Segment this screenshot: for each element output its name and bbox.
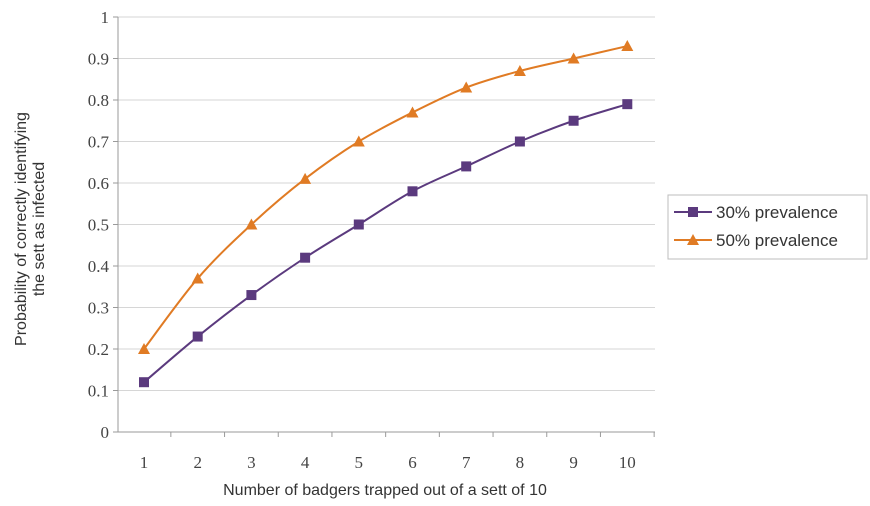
series-line [143,45,628,350]
data-point [514,136,525,147]
data-point [567,52,580,64]
legend-swatch-marker [688,207,698,217]
legend-swatch-marker [687,234,699,245]
x-tick-label: 9 [569,453,578,472]
y-tick-label: 0 [101,423,110,442]
data-point [192,331,203,342]
x-tick-label: 2 [193,453,202,472]
y-tick-label: 0.2 [88,340,109,359]
data-point [138,343,150,354]
data-point [139,377,149,388]
y-axis-title-line1: Probability of correctly identifying [13,112,30,346]
x-tick-label: 7 [462,453,471,472]
data-point [246,290,257,301]
series-1 [139,99,633,388]
data-point [407,186,418,197]
y-tick-label: 0.5 [88,216,109,235]
y-axis-title: Probability of correctly identifying the… [13,112,48,346]
x-tick-labels: 1 2 3 4 5 6 7 8 9 10 [140,453,636,472]
y-tick-label: 0.8 [88,91,109,110]
x-tick-label: 10 [619,453,636,472]
x-tick-label: 1 [140,453,149,472]
y-tick-label: 0.7 [88,133,110,152]
y-tick-labels: 0 0.1 0.2 0.3 0.4 0.5 0.6 0.7 0.8 0.9 1 [88,8,110,442]
legend-box [667,194,868,260]
data-point [622,99,633,110]
series-2 [138,40,634,354]
legend-label: 50% prevalence [716,231,838,250]
y-tick-label: 1 [101,8,110,27]
y-tick-label: 0.3 [88,299,109,318]
y-tick-label: 0.4 [88,257,110,276]
legend-label: 30% prevalence [716,203,838,222]
data-point [513,64,526,76]
x-axis-title: Number of badgers trapped out of a sett … [223,482,547,499]
y-axis-title-line2: the sett as infected [31,162,48,296]
legend: 30% prevalence 50% prevalence [667,194,868,260]
legend-item: 50% prevalence [674,231,838,250]
data-point [245,218,258,230]
x-tick-label: 8 [516,453,525,472]
data-point [460,81,473,93]
series-line [143,103,628,383]
data-point [461,161,472,172]
y-tick-label: 0.6 [88,174,109,193]
legend-item: 30% prevalence [674,203,838,222]
data-point [353,219,364,230]
x-tick-label: 4 [301,453,310,472]
x-tick-label: 6 [408,453,417,472]
data-point [406,106,419,118]
data-point [299,172,312,184]
data-point [621,40,634,52]
data-point [300,252,311,263]
data-point [352,135,365,147]
data-point [568,115,579,126]
data-point [191,272,204,284]
y-tick-label: 0.9 [88,50,109,69]
y-tick-label: 0.1 [88,382,109,401]
x-tick-label: 3 [247,453,256,472]
gridlines [113,16,655,437]
x-tick-label: 5 [355,453,364,472]
series-layer [138,40,634,388]
